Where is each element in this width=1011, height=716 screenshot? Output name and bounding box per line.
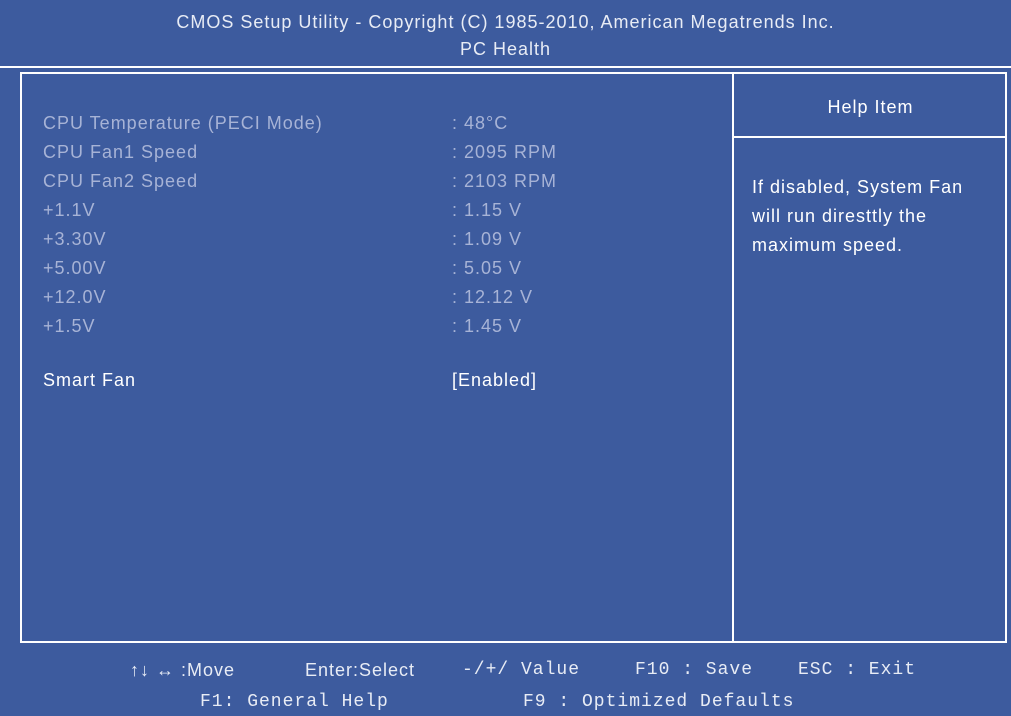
key-hint: F10 : Save: [635, 660, 754, 680]
item-label: +1.1V: [43, 200, 96, 220]
item-value: : 1.45 V: [452, 316, 523, 336]
key-hint: -/+/ Value: [462, 660, 581, 680]
title: CMOS Setup Utility - Copyright (C) 1985-…: [176, 12, 835, 32]
main-frame: [20, 72, 1007, 643]
item-label: +1.5V: [43, 316, 96, 336]
setting-value[interactable]: [Enabled]: [452, 370, 538, 390]
item-label: CPU Fan2 Speed: [43, 171, 199, 191]
item-label: CPU Fan1 Speed: [43, 142, 199, 162]
panel-divider: [732, 72, 734, 643]
help-text: maximum speed.: [752, 235, 904, 255]
help-title: Help Item: [827, 97, 914, 117]
item-value: : 48°C: [452, 113, 509, 133]
item-value: : 2103 RPM: [452, 171, 558, 191]
key-hint: ↑↓ ↔ :Move: [130, 660, 236, 680]
help-rule: [734, 136, 1007, 138]
subtitle: PC Health: [459, 39, 552, 59]
header-rule: [0, 66, 1011, 68]
help-text: If disabled, System Fan: [752, 177, 964, 197]
item-label: +3.30V: [43, 229, 107, 249]
item-value: : 5.05 V: [452, 258, 523, 278]
key-hint: F1: General Help: [200, 692, 389, 712]
key-hint: Enter:Select: [305, 660, 416, 680]
item-value: : 1.15 V: [452, 200, 523, 220]
help-text: will run diresttly the: [752, 206, 928, 226]
item-label: CPU Temperature (PECI Mode): [43, 113, 323, 133]
item-value: : 12.12 V: [452, 287, 534, 307]
item-label: +12.0V: [43, 287, 107, 307]
item-value: : 2095 RPM: [452, 142, 558, 162]
key-hint: ESC : Exit: [798, 660, 917, 680]
setting-label[interactable]: Smart Fan: [43, 370, 137, 390]
key-hint: F9 : Optimized Defaults: [523, 692, 795, 712]
item-label: +5.00V: [43, 258, 107, 278]
item-value: : 1.09 V: [452, 229, 523, 249]
